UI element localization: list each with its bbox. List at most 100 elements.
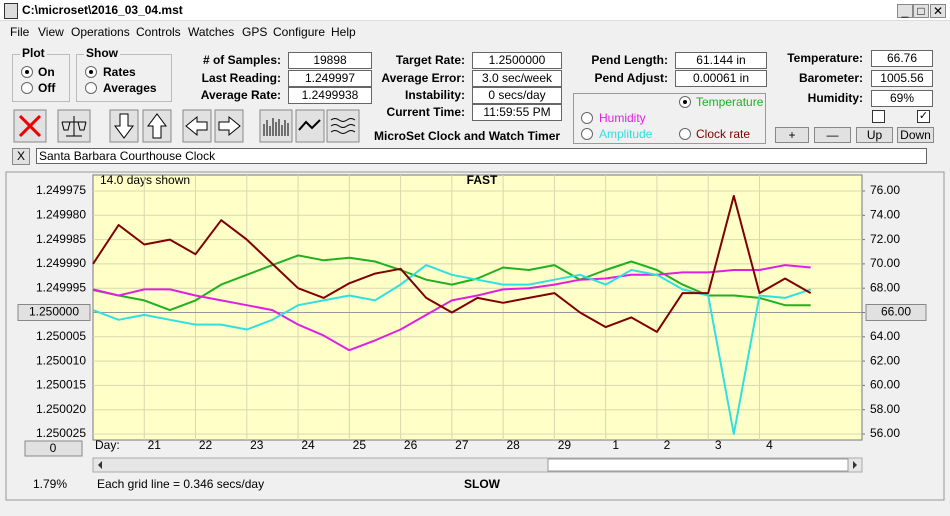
plus-button[interactable]: +	[775, 127, 809, 143]
up-arrow-icon	[147, 113, 167, 139]
y-tick-label: 1.249985	[36, 232, 86, 246]
field-label: Pend Adjust:	[594, 71, 668, 85]
field-value: 69%	[871, 90, 933, 107]
down-arrow-icon	[114, 113, 134, 139]
radio[interactable]	[679, 128, 691, 140]
x-tick-label: 21	[148, 438, 162, 452]
field-value[interactable]: 1.2500000	[472, 52, 562, 69]
field-label: Target Rate:	[395, 53, 465, 67]
field-value: 11:59:55 PM	[472, 104, 562, 121]
scroll-thumb[interactable]	[547, 458, 849, 472]
x-tick-label: 28	[506, 438, 520, 452]
app-icon	[4, 3, 18, 19]
x-tick-label: 24	[301, 438, 315, 452]
menu-view[interactable]: View	[38, 25, 64, 39]
field-value: 19898	[288, 52, 372, 69]
maximize-button[interactable]: □	[913, 4, 929, 18]
radio-label[interactable]: On	[38, 65, 55, 79]
menu-configure[interactable]: Configure	[273, 25, 326, 39]
wave-button[interactable]	[295, 109, 325, 143]
x-tick-label: 2	[664, 438, 671, 452]
grid-note: Each grid line = 0.346 secs/day	[97, 477, 264, 491]
left-arrow-icon	[185, 115, 208, 137]
field-label: # of Samples:	[202, 53, 281, 67]
show-group-label: Show	[84, 46, 120, 60]
plot-area	[92, 174, 863, 441]
y-tick-label: 1.250015	[36, 378, 86, 392]
checkbox[interactable]: ✓	[917, 110, 930, 123]
series-line	[92, 254, 811, 312]
center-temp-button[interactable]	[865, 304, 927, 321]
down-button[interactable]: Down	[897, 127, 934, 143]
radio[interactable]	[85, 66, 97, 78]
right-arrow-icon	[218, 115, 241, 137]
balance-icon	[61, 116, 87, 137]
x-tick-label: 4	[766, 438, 773, 452]
radio[interactable]	[85, 82, 97, 94]
series-radio-label[interactable]: Clock rate	[696, 127, 751, 141]
y-tick-label: 1.250000	[29, 305, 79, 319]
up-button[interactable]: Up	[856, 127, 893, 143]
menu-operations[interactable]: Operations	[71, 25, 130, 39]
field-value: 3.0 sec/week	[472, 70, 562, 87]
radio[interactable]	[679, 96, 691, 108]
clock-name-field[interactable]: Santa Barbara Courthouse Clock	[36, 148, 927, 164]
y-tick-label: 1.249980	[36, 207, 86, 221]
radio[interactable]	[21, 66, 33, 78]
checkbox[interactable]	[872, 110, 885, 123]
y2-tick-label: 56.00	[870, 426, 900, 440]
x-tick-label: 23	[250, 438, 264, 452]
y-tick-label: 1.249995	[36, 280, 86, 294]
close-clock-button[interactable]: X	[12, 148, 30, 165]
y2-tick-label: 60.00	[870, 378, 900, 392]
y2-tick-label: 74.00	[870, 207, 900, 221]
y-tick-label: 1.250020	[36, 402, 86, 416]
series-line	[92, 264, 811, 352]
waves-button[interactable]	[326, 109, 360, 143]
series-radio-label[interactable]: Amplitude	[599, 127, 653, 141]
radio[interactable]	[581, 128, 593, 140]
close-window-button[interactable]: ✕	[930, 4, 946, 18]
bars-icon	[263, 118, 289, 136]
center-rate-button[interactable]	[17, 304, 91, 321]
days-shown: 14.0 days shown	[100, 173, 190, 187]
series-radio-label[interactable]: Temperature	[696, 95, 764, 109]
percent-label: 1.79%	[33, 477, 67, 491]
x-tick-label: 26	[404, 438, 418, 452]
show-group	[76, 54, 172, 102]
slow-label: SLOW	[464, 477, 501, 491]
field-value: 1.249997	[288, 70, 372, 87]
radio-label[interactable]: Averages	[103, 81, 157, 95]
clear-icon	[18, 114, 42, 138]
radio-label[interactable]: Rates	[103, 65, 136, 79]
scroll-reset-label[interactable]: 0	[50, 441, 57, 455]
series-radio-label[interactable]: Humidity	[599, 111, 646, 125]
field-label: Last Reading:	[201, 71, 281, 85]
fast-label: FAST	[467, 173, 498, 187]
app-caption: MicroSet Clock and Watch Timer	[374, 129, 561, 143]
y2-tick-label: 62.00	[870, 353, 900, 367]
radio[interactable]	[581, 112, 593, 124]
minimize-button[interactable]: _	[897, 4, 913, 18]
menu-file[interactable]: File	[10, 25, 30, 39]
scroll-reset-button[interactable]	[24, 440, 83, 457]
field-value: 0.00061 in	[675, 70, 767, 87]
radio[interactable]	[21, 82, 33, 94]
field-value: 0 secs/day	[472, 87, 562, 104]
plot-group-label: Plot	[20, 46, 47, 60]
series-select-box	[573, 93, 766, 144]
menu-help[interactable]: Help	[331, 25, 356, 39]
field-value[interactable]: 61.144 in	[675, 52, 767, 69]
minus-button[interactable]: —	[814, 127, 851, 143]
field-label: Average Rate:	[200, 88, 281, 102]
series-line	[92, 194, 812, 333]
menu-gps[interactable]: GPS	[242, 25, 268, 39]
radio-label[interactable]: Off	[38, 81, 56, 95]
field-label: Humidity:	[807, 91, 863, 105]
x-tick-label: 25	[353, 438, 367, 452]
menu-controls[interactable]: Controls	[136, 25, 181, 39]
menu-watches[interactable]: Watches	[188, 25, 235, 39]
y-tick-label: 1.250010	[36, 353, 86, 367]
